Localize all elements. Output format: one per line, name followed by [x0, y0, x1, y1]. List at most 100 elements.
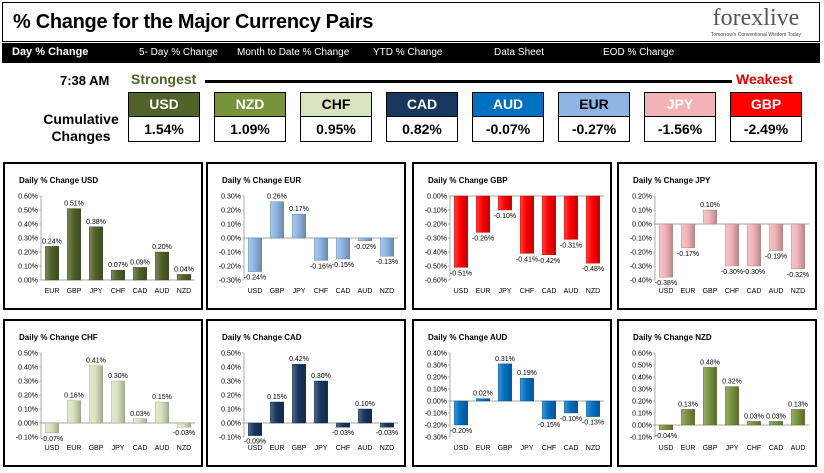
y-tick-label: -0.30%	[219, 278, 241, 285]
currency-box-cad: CAD 0.82%	[386, 92, 458, 142]
y-tick-label: 0.20%	[18, 393, 38, 400]
data-label: -0.30%	[721, 269, 743, 276]
chart-usd: Daily % Change USD 0.00% 0.10% 0.20% 0.30% 0.…	[18, 176, 195, 295]
x-tick-label: CHF	[111, 288, 125, 295]
bar-eur	[475, 195, 491, 233]
bar-eur	[475, 398, 491, 402]
currency-name: AUD	[472, 92, 544, 117]
y-tick-label: 0.30%	[632, 387, 652, 394]
chart-panel-jpy: Daily % Change JPY -0.40% -0.30% -0.20% -0.1…	[617, 162, 817, 310]
chart-eur: Daily % Change EUR -0.30% -0.20% -0.10% 0.00…	[219, 176, 398, 295]
x-tick-label: AUD	[564, 288, 579, 295]
data-label: -0.10%	[560, 416, 582, 423]
nav-data-sheet[interactable]: Data Sheet	[494, 47, 545, 58]
bar-jpy	[88, 226, 104, 281]
data-label: 0.48%	[700, 359, 720, 366]
nav-5day-change[interactable]: 5- Day % Change	[139, 47, 218, 58]
y-tick-label: 0.50%	[18, 208, 38, 215]
x-tick-label: NZD	[791, 288, 805, 295]
bar-usd	[453, 195, 469, 268]
x-tick-label: NZD	[177, 445, 191, 452]
bar-cad	[132, 267, 148, 281]
data-label: -0.26%	[472, 235, 494, 242]
y-tick-label: -0.10%	[630, 435, 652, 442]
bar-cad	[132, 418, 148, 424]
bar-chf	[519, 195, 535, 254]
data-label: 0.10%	[355, 401, 375, 408]
chart-title: Daily % Change AUD	[428, 333, 507, 342]
nav-ytd-change[interactable]: YTD % Change	[373, 47, 443, 58]
x-tick-label: EUR	[67, 445, 82, 452]
x-tick-label: NZD	[177, 288, 191, 295]
x-tick-label: JPY	[726, 445, 739, 452]
bar-gbp	[702, 209, 718, 225]
y-tick-label: -0.10%	[425, 208, 447, 215]
bar-cad	[335, 237, 351, 260]
currency-name: NZD	[214, 92, 286, 117]
chart-nzd: Daily % Change NZD -0.10% 0.00% 0.10% 0.20% 0…	[630, 333, 809, 452]
x-tick-label: USD	[454, 288, 469, 295]
bar-aud	[154, 401, 170, 424]
y-tick-label: 0.40%	[18, 365, 38, 372]
data-label: -0.31%	[560, 242, 582, 249]
x-tick-label: USD	[659, 288, 674, 295]
y-tick-label: 0.50%	[221, 351, 241, 358]
data-label: 0.03%	[744, 413, 764, 420]
data-label: -0.17%	[677, 251, 699, 258]
x-tick-label: CHF	[314, 288, 328, 295]
x-tick-label: AUD	[155, 445, 170, 452]
x-tick-label: GBP	[89, 445, 104, 452]
data-label: -0.38%	[655, 280, 677, 287]
bar-nzd	[176, 274, 192, 281]
data-label: -0.19%	[765, 254, 787, 261]
y-tick-label: -0.30%	[425, 236, 447, 243]
data-label: 0.03%	[130, 411, 150, 418]
chart-panel-usd: Daily % Change USD 0.00% 0.10% 0.20% 0.30% 0.…	[3, 162, 203, 310]
data-label: -0.03%	[332, 430, 354, 437]
y-tick-label: 0.30%	[221, 194, 241, 201]
logo-tagline: Tomorrow's Conventional Wisdom Today	[710, 32, 801, 38]
y-tick-label: 0.60%	[18, 194, 38, 201]
bar-jpy	[291, 214, 307, 239]
nav-mtd-change[interactable]: Month to Date % Change	[237, 47, 350, 58]
x-tick-label: GBP	[498, 445, 513, 452]
forexlive-logo[interactable]: forexlive Tomorrow's Conventional Wisdom…	[711, 6, 801, 38]
data-label: -0.30%	[743, 269, 765, 276]
strongest-label: Strongest	[131, 71, 197, 87]
x-tick-label: GBP	[703, 288, 718, 295]
y-tick-label: 0.50%	[18, 351, 38, 358]
y-tick-label: 0.40%	[18, 222, 38, 229]
data-label: 0.04%	[174, 266, 194, 273]
data-label: -0.24%	[244, 275, 266, 282]
data-label: 0.30%	[311, 373, 331, 380]
currency-change-value: 1.09%	[214, 117, 286, 142]
data-label: -0.03%	[173, 430, 195, 437]
bar-eur	[44, 246, 60, 281]
x-tick-label: GBP	[270, 288, 285, 295]
y-tick-label: -0.10%	[16, 435, 38, 442]
x-tick-label: CAD	[542, 288, 557, 295]
data-label: 0.20%	[152, 244, 172, 251]
currency-name: CHF	[300, 92, 372, 117]
x-tick-label: AUD	[358, 445, 373, 452]
nav-day-change[interactable]: Day % Change	[12, 46, 89, 58]
x-tick-label: CAD	[133, 288, 148, 295]
chart-title: Daily % Change GBP	[428, 176, 508, 185]
chart-cad: Daily % Change CAD -0.10% 0.00% 0.10% 0.20% 0…	[219, 333, 398, 452]
chart-title: Daily % Change CAD	[222, 333, 302, 342]
x-tick-label: CHF	[336, 445, 350, 452]
data-label: 0.17%	[289, 206, 309, 213]
y-tick-label: -0.40%	[425, 250, 447, 257]
y-tick-label: -0.30%	[630, 264, 652, 271]
x-tick-label: CAD	[336, 288, 351, 295]
chart-panel-aud: Daily % Change AUD -0.30% -0.20% -0.10% 0.00…	[412, 319, 612, 467]
x-tick-label: JPY	[315, 445, 328, 452]
y-tick-label: 0.10%	[221, 222, 241, 229]
data-label: 0.24%	[42, 238, 62, 245]
x-tick-label: NZD	[380, 288, 394, 295]
nav-eod-change[interactable]: EOD % Change	[603, 47, 675, 58]
data-label: -0.10%	[494, 213, 516, 220]
y-tick-label: 0.30%	[18, 379, 38, 386]
data-label: 0.15%	[267, 394, 287, 401]
x-tick-label: USD	[659, 445, 674, 452]
